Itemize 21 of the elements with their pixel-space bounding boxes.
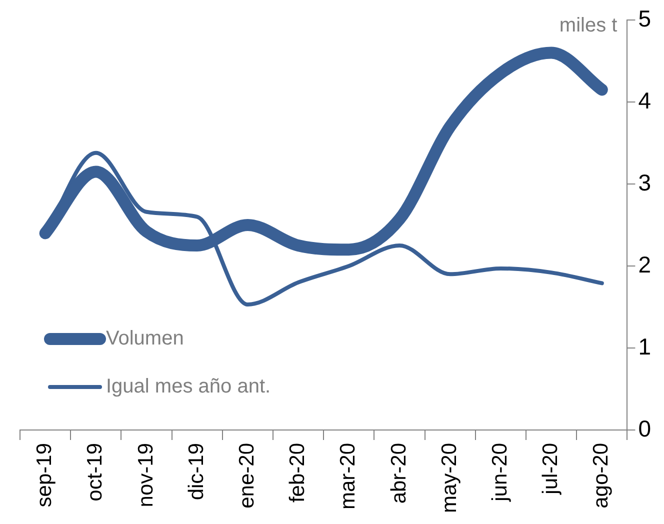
x-tick-label: abr-20 <box>387 442 410 504</box>
x-tick-label: may-20 <box>438 442 461 514</box>
x-tick-label: feb-20 <box>286 442 310 503</box>
x-tick-label: nov-19 <box>134 442 158 508</box>
x-tick-label: dic-19 <box>184 442 208 500</box>
x-tick-label: mar-20 <box>336 442 360 510</box>
y-tick-label: 1 <box>638 333 652 360</box>
y-tick-label: 5 <box>638 5 652 32</box>
x-tick-label: oct-19 <box>84 442 107 502</box>
x-tick-label: ago-20 <box>590 442 613 508</box>
y-tick-label: 3 <box>638 169 652 196</box>
x-tick-label: jul-20 <box>539 442 562 496</box>
legend-label: Igual mes año ant. <box>106 375 271 398</box>
y-tick-label: 2 <box>638 251 652 278</box>
x-tick-label: jun-20 <box>488 442 512 502</box>
y-tick-label: 4 <box>638 87 652 114</box>
y-axis-title: miles t <box>559 14 618 37</box>
y-tick-label: 0 <box>638 415 652 442</box>
x-tick-label: sep-19 <box>33 442 56 508</box>
legend-label: Volumen <box>106 327 184 350</box>
x-tick-label: ene-20 <box>236 442 258 508</box>
